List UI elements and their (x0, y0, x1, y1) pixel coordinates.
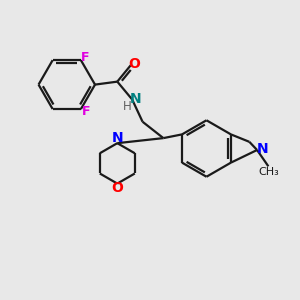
Text: CH₃: CH₃ (258, 167, 279, 177)
Text: N: N (256, 142, 268, 156)
Text: F: F (82, 105, 91, 118)
Text: O: O (129, 57, 140, 71)
Text: N: N (112, 131, 123, 146)
Text: N: N (130, 92, 142, 106)
Text: O: O (111, 181, 123, 195)
Text: H: H (123, 100, 132, 112)
Text: F: F (81, 51, 90, 64)
